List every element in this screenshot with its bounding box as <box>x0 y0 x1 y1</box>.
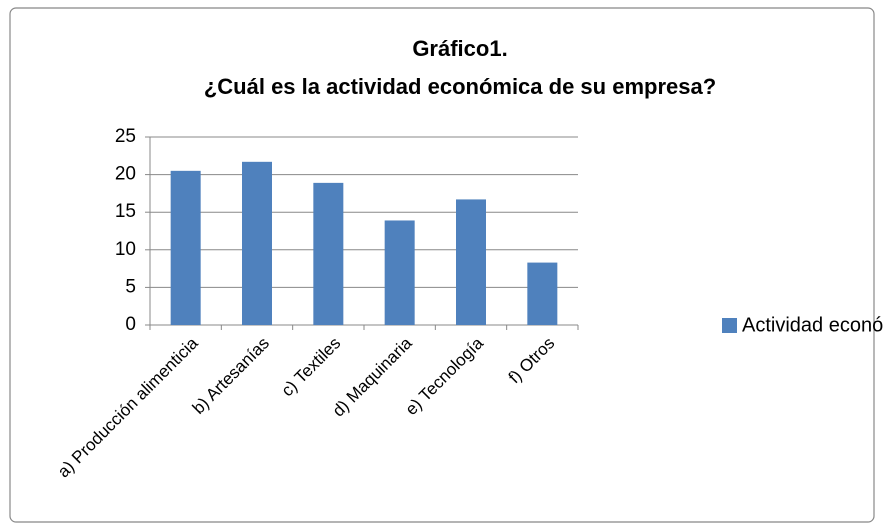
y-tick-label: 10 <box>115 239 136 260</box>
y-tick-label: 20 <box>115 164 136 185</box>
bar <box>170 170 201 325</box>
legend-swatch <box>722 318 737 333</box>
y-tick-label: 25 <box>115 126 136 147</box>
y-tick-label: 5 <box>125 276 136 297</box>
bar <box>313 182 344 325</box>
bar <box>242 161 272 325</box>
bar <box>384 220 415 325</box>
bar <box>456 199 486 325</box>
bar <box>527 262 558 325</box>
chart-title: Gráfico1. <box>412 36 507 61</box>
y-tick-label: 0 <box>125 314 136 335</box>
legend-label: Actividad económica <box>742 314 884 336</box>
y-tick-label: 15 <box>115 201 136 222</box>
chart-title: ¿Cuál es la actividad económica de su em… <box>204 74 716 99</box>
